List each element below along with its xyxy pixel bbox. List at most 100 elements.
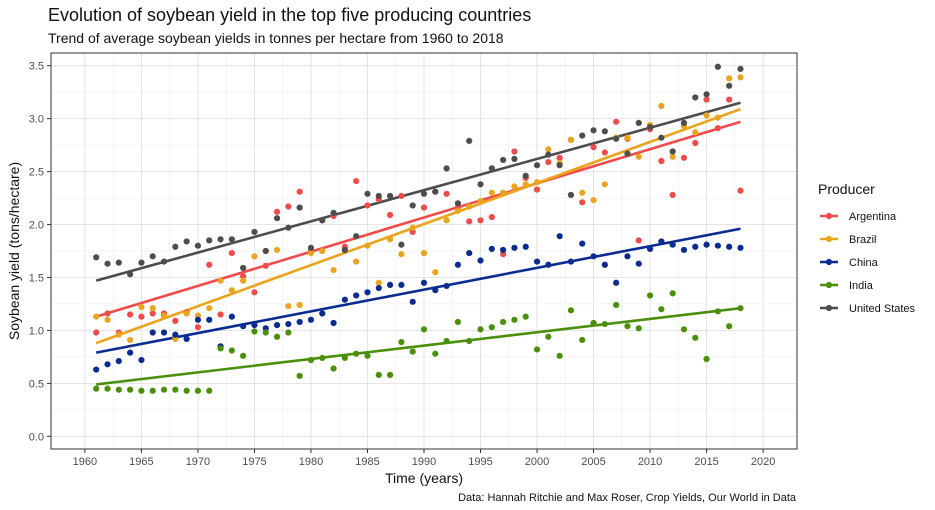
point-series-2 bbox=[714, 242, 721, 249]
point-series-4 bbox=[522, 172, 529, 179]
point-series-0 bbox=[285, 203, 292, 210]
point-series-3 bbox=[160, 386, 168, 393]
point-series-2 bbox=[579, 240, 586, 247]
point-series-3 bbox=[217, 345, 224, 352]
point-series-4 bbox=[240, 264, 247, 272]
point-series-3 bbox=[127, 386, 134, 393]
point-series-4 bbox=[737, 65, 744, 72]
point-series-3 bbox=[398, 338, 405, 346]
point-series-2 bbox=[206, 316, 213, 323]
point-series-4 bbox=[228, 236, 235, 243]
point-series-3 bbox=[522, 313, 529, 320]
legend-key-point bbox=[825, 281, 833, 289]
point-series-0 bbox=[477, 217, 484, 224]
point-series-4 bbox=[93, 254, 100, 261]
point-series-3 bbox=[319, 354, 326, 362]
point-series-3 bbox=[386, 371, 394, 378]
point-series-4 bbox=[341, 246, 348, 254]
point-series-3 bbox=[726, 323, 733, 330]
legend-key-point bbox=[825, 212, 833, 220]
point-series-4 bbox=[386, 192, 394, 200]
point-series-3 bbox=[228, 347, 235, 354]
point-series-2 bbox=[511, 244, 518, 251]
point-series-1 bbox=[454, 207, 462, 214]
point-series-1 bbox=[420, 250, 428, 257]
point-series-3 bbox=[432, 350, 439, 357]
point-series-2 bbox=[432, 287, 439, 294]
point-series-2 bbox=[262, 325, 269, 332]
y-axis: 0.0 0.5 1.0 1.5 2.0 2.5 3.0 3.5 bbox=[29, 61, 51, 443]
point-series-4 bbox=[545, 151, 552, 158]
x-tick-label: 1970 bbox=[186, 456, 210, 468]
chart-subtitle: Trend of average soybean yields in tonne… bbox=[48, 30, 504, 46]
point-series-2 bbox=[273, 322, 281, 329]
point-series-4 bbox=[646, 124, 654, 131]
point-series-2 bbox=[477, 257, 484, 264]
point-series-2 bbox=[692, 243, 699, 250]
point-series-3 bbox=[545, 333, 552, 340]
point-series-0 bbox=[127, 311, 134, 318]
point-series-0 bbox=[420, 204, 428, 211]
point-series-2 bbox=[319, 310, 326, 317]
plot-panel bbox=[50, 52, 798, 450]
point-series-2 bbox=[454, 261, 462, 268]
point-series-4 bbox=[273, 215, 281, 222]
point-series-3 bbox=[533, 346, 541, 353]
legend-key-point bbox=[825, 235, 833, 243]
point-series-2 bbox=[635, 260, 642, 267]
point-series-4 bbox=[398, 241, 405, 248]
point-series-1 bbox=[183, 310, 190, 317]
point-series-4 bbox=[285, 224, 292, 231]
point-series-4 bbox=[613, 135, 620, 142]
point-series-3 bbox=[115, 386, 122, 393]
point-series-1 bbox=[217, 277, 224, 284]
point-series-2 bbox=[296, 318, 303, 326]
point-series-1 bbox=[533, 179, 541, 186]
point-series-2 bbox=[127, 349, 134, 356]
point-series-0 bbox=[714, 125, 721, 132]
x-tick-label: 1990 bbox=[412, 456, 436, 468]
legend: Producer Argentina Brazil China India United… bbox=[818, 181, 916, 315]
point-series-3 bbox=[93, 385, 100, 392]
point-series-3 bbox=[477, 326, 484, 333]
point-series-1 bbox=[206, 305, 213, 312]
point-series-4 bbox=[330, 209, 337, 216]
point-series-0 bbox=[658, 157, 665, 165]
point-series-1 bbox=[579, 189, 586, 196]
point-series-4 bbox=[714, 63, 721, 70]
point-series-0 bbox=[194, 324, 202, 331]
point-series-4 bbox=[160, 258, 168, 265]
point-series-0 bbox=[737, 187, 744, 194]
trend-line-series-3 bbox=[96, 306, 741, 386]
point-series-0 bbox=[104, 310, 111, 317]
y-tick-label: 1.0 bbox=[29, 325, 44, 337]
point-series-4 bbox=[307, 244, 315, 251]
point-series-2 bbox=[601, 261, 608, 268]
data-points bbox=[93, 63, 744, 394]
point-series-1 bbox=[353, 258, 360, 265]
point-series-2 bbox=[409, 298, 416, 305]
point-series-0 bbox=[217, 311, 224, 318]
point-series-3 bbox=[307, 356, 315, 364]
point-series-4 bbox=[488, 165, 495, 172]
point-series-1 bbox=[319, 247, 326, 255]
point-series-2 bbox=[613, 279, 620, 286]
y-tick-label: 2.0 bbox=[29, 220, 44, 232]
point-series-1 bbox=[624, 134, 631, 141]
x-tick-label: 2020 bbox=[751, 456, 775, 468]
point-series-2 bbox=[658, 238, 665, 245]
point-series-2 bbox=[386, 281, 394, 288]
point-series-1 bbox=[273, 246, 281, 254]
point-series-4 bbox=[703, 91, 710, 98]
point-series-2 bbox=[533, 258, 541, 265]
legend-label: Argentina bbox=[849, 211, 897, 223]
point-series-1 bbox=[172, 335, 179, 342]
point-series-2 bbox=[703, 241, 710, 248]
x-tick-label: 1985 bbox=[355, 456, 379, 468]
point-series-4 bbox=[511, 155, 518, 162]
x-axis-title: Time (years) bbox=[385, 470, 463, 486]
point-series-3 bbox=[680, 326, 688, 333]
point-series-1 bbox=[251, 253, 258, 260]
legend-label: China bbox=[849, 257, 879, 269]
